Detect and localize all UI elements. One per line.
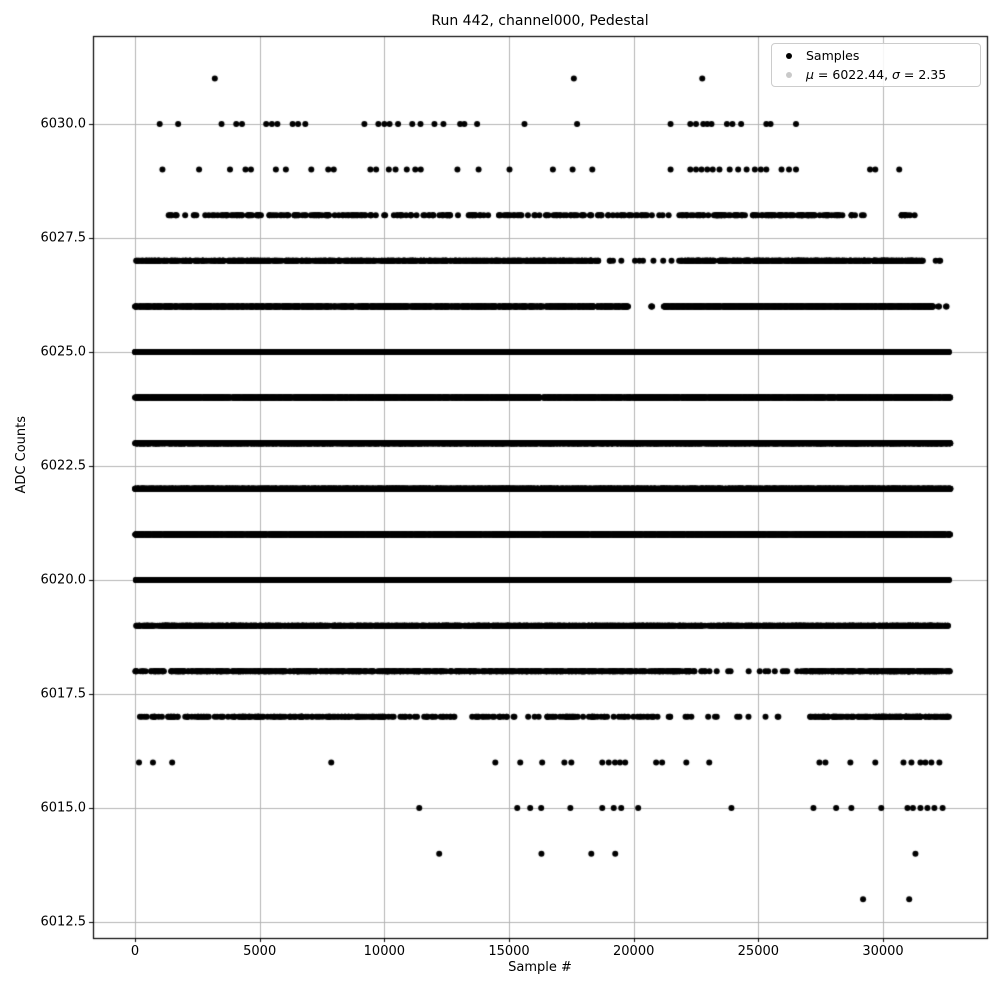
- samples-marker-icon: [786, 52, 792, 59]
- y-tick-label: 6020.0: [40, 572, 87, 588]
- stats-marker-icon: [786, 71, 792, 78]
- x-tick-label: 10000: [363, 944, 406, 959]
- y-tick-label: 6012.5: [40, 914, 87, 930]
- y-tick-label: 6030.0: [40, 116, 87, 132]
- x-tick-label: 0: [130, 944, 140, 959]
- legend-stats-label: μ = 6022.44, σ = 2.35: [806, 67, 947, 82]
- x-axis-label: Sample #: [508, 960, 572, 975]
- x-tick-label: 20000: [613, 944, 655, 959]
- y-tick-label: 6015.0: [40, 800, 87, 816]
- legend-entry-stats: μ = 6022.44, σ = 2.35: [786, 65, 972, 84]
- y-tick-label: 6017.5: [40, 686, 87, 702]
- x-tick-label: 15000: [488, 944, 530, 959]
- legend-entry-samples: Samples: [786, 46, 972, 65]
- x-tick-label: 30000: [862, 944, 904, 959]
- y-tick-label: 6022.5: [40, 458, 87, 474]
- legend-samples-label: Samples: [806, 48, 860, 63]
- y-tick-label: 6027.5: [40, 230, 87, 246]
- x-tick-label: 25000: [737, 944, 780, 959]
- x-tick-label: 5000: [243, 944, 277, 959]
- legend-box: Samples μ = 6022.44, σ = 2.35: [771, 43, 981, 87]
- y-tick-label: 6025.0: [40, 344, 87, 360]
